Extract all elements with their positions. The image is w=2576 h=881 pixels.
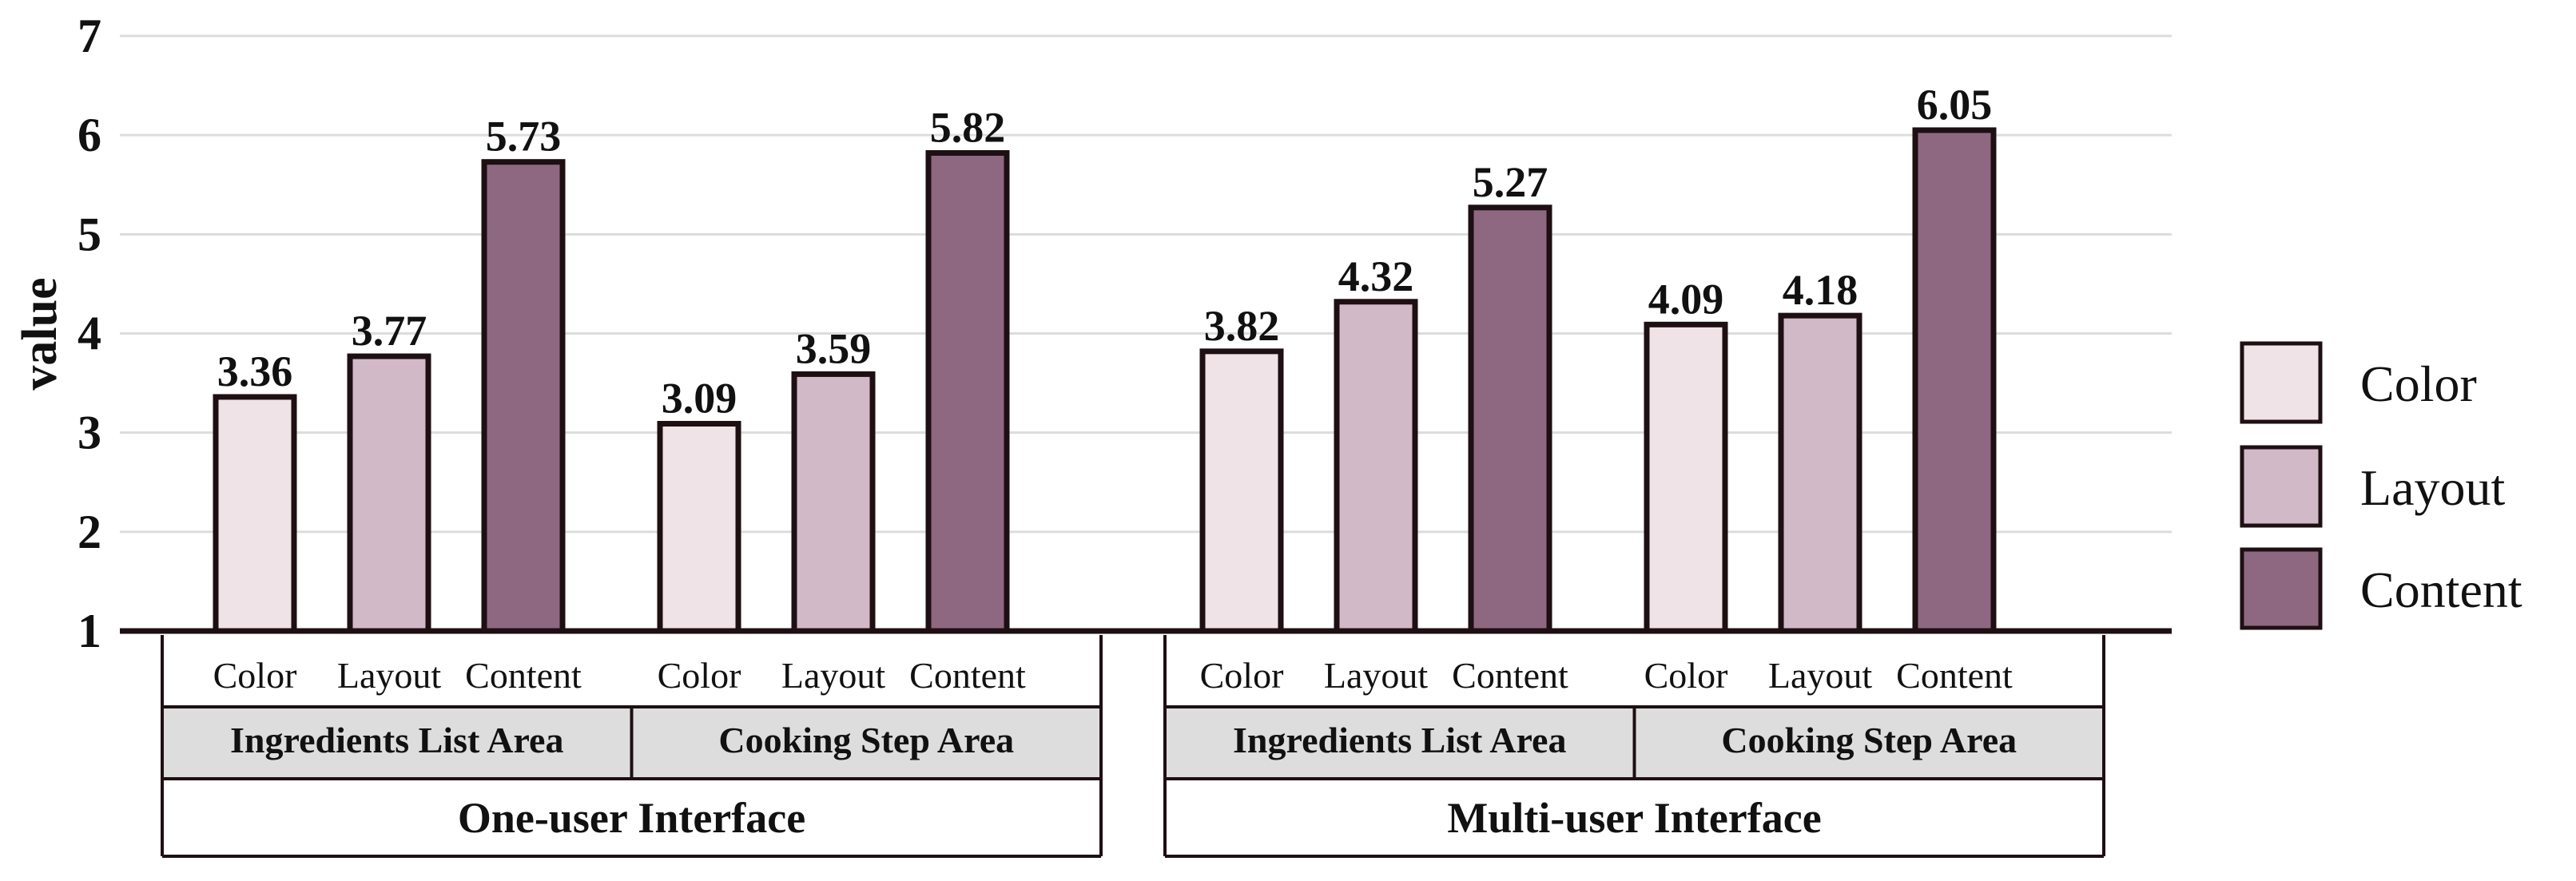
x-category-label: Color xyxy=(1200,655,1284,696)
bar-layout xyxy=(791,371,876,634)
legend-swatch-content xyxy=(2240,547,2323,630)
bar-content xyxy=(1912,127,1997,634)
bar-value-label: 4.09 xyxy=(1648,275,1724,323)
bar-value-label: 4.32 xyxy=(1338,252,1414,300)
x-category-label: Color xyxy=(1644,655,1728,696)
x-category-label: Color xyxy=(658,655,741,696)
y-tick-label: 6 xyxy=(78,109,101,161)
area-group-label: Ingredients List Area xyxy=(1233,720,1566,760)
bar-value-label: 5.27 xyxy=(1473,158,1548,206)
bar-content xyxy=(481,159,566,634)
y-tick-label: 1 xyxy=(78,605,101,657)
y-tick-label: 2 xyxy=(78,506,101,558)
x-category-label: Layout xyxy=(781,655,886,696)
bar-color xyxy=(657,420,741,634)
bar-value-label: 6.05 xyxy=(1917,81,1993,129)
bar-layout xyxy=(1334,299,1418,634)
y-tick-label: 3 xyxy=(78,407,101,459)
x-category-label: Content xyxy=(1452,655,1568,696)
bar-value-label: 3.59 xyxy=(796,324,872,372)
interface-group-label: One-user Interface xyxy=(458,794,805,842)
bar-value-label: 5.73 xyxy=(486,113,562,161)
x-category-label: Layout xyxy=(337,655,442,696)
legend-label: Layout xyxy=(2360,459,2506,516)
x-category-label: Content xyxy=(465,655,582,696)
legend-swatch-color xyxy=(2240,341,2323,424)
area-group-label: Cooking Step Area xyxy=(1721,720,2017,760)
bar-value-label: 3.09 xyxy=(662,374,737,422)
x-category-label: Color xyxy=(213,655,297,696)
bar-color xyxy=(1644,321,1728,634)
bar-value-label: 3.36 xyxy=(217,347,293,395)
bar-content xyxy=(925,150,1010,634)
legend-label: Color xyxy=(2360,355,2477,412)
bar-content xyxy=(1468,204,1552,634)
bar-value-label: 5.82 xyxy=(930,104,1006,152)
bar-color xyxy=(1199,348,1284,634)
y-tick-label: 7 xyxy=(78,10,101,62)
x-category-label: Layout xyxy=(1768,655,1873,696)
area-group-label: Cooking Step Area xyxy=(718,720,1014,760)
bar-layout xyxy=(1778,312,1862,634)
x-category-label: Layout xyxy=(1324,655,1429,696)
legend-label: Content xyxy=(2360,562,2522,618)
x-category-label: Content xyxy=(1896,655,2013,696)
y-axis-title: value xyxy=(13,277,67,390)
bar-color xyxy=(213,394,297,634)
interface-group-label: Multi-user Interface xyxy=(1447,794,1821,842)
y-tick-label: 4 xyxy=(78,308,101,360)
bar-value-label: 4.18 xyxy=(1783,266,1858,314)
area-group-label: Ingredients List Area xyxy=(230,720,563,760)
bar-value-label: 3.77 xyxy=(352,307,427,355)
bar-value-label: 3.82 xyxy=(1204,302,1280,350)
legend-swatch-layout xyxy=(2240,445,2323,528)
y-tick-label: 5 xyxy=(78,208,101,260)
bar-layout xyxy=(347,353,431,634)
x-category-label: Content xyxy=(909,655,1026,696)
